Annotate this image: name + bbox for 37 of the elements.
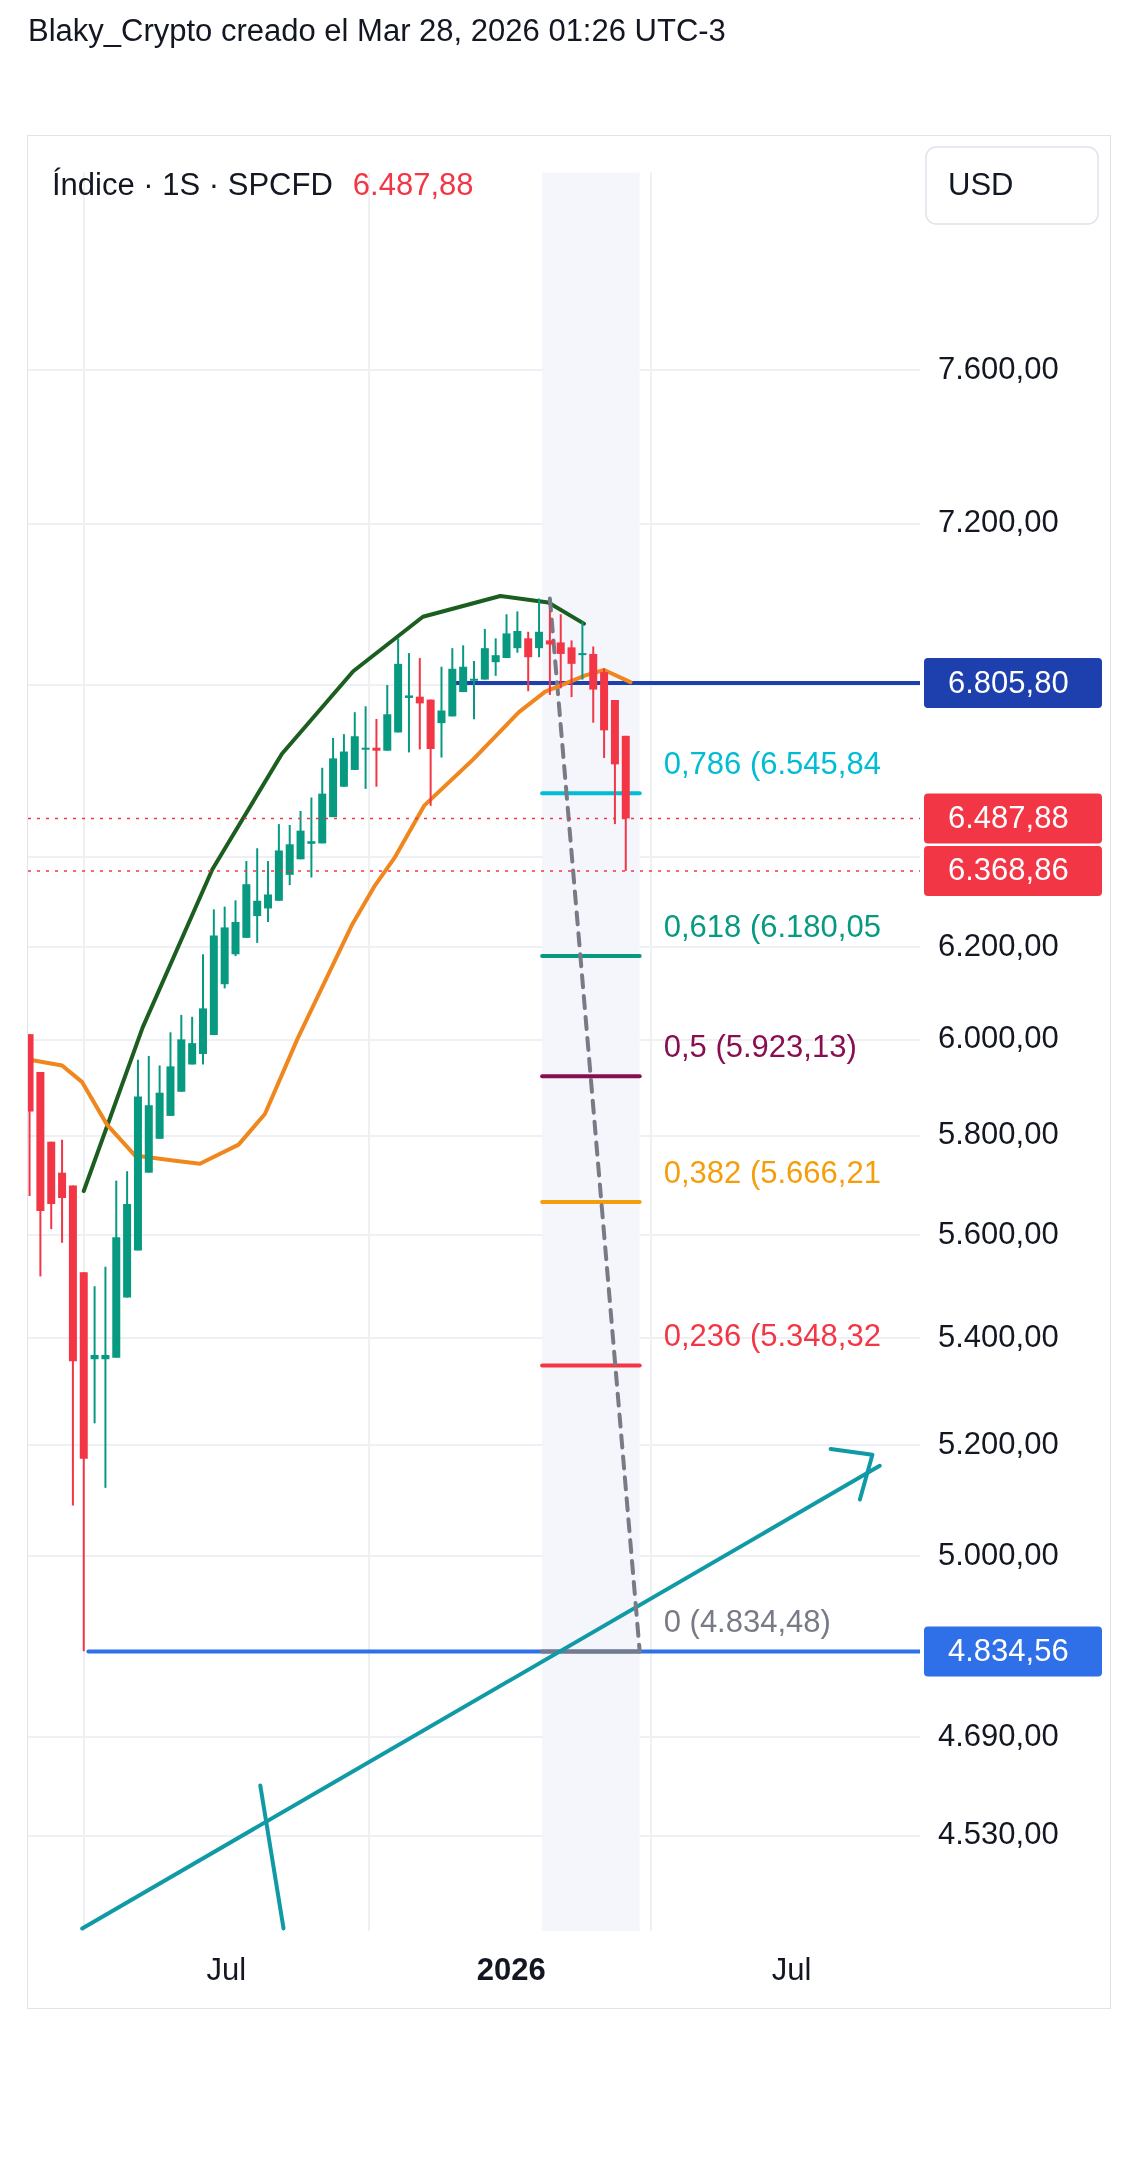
candlestick <box>101 1266 110 1488</box>
series-label: 0,786 (6.545,84 <box>663 746 881 782</box>
y-tick-label: 5.600,00 <box>938 1215 1059 1251</box>
y-tick-label: 4.530,00 <box>938 1816 1059 1852</box>
series-label: 6.805,80 <box>948 664 1069 700</box>
ref-line-label: 6.487,88 <box>948 800 1069 836</box>
y-tick-label: 4.690,00 <box>938 1717 1059 1753</box>
text: USD <box>948 166 1014 202</box>
series-label: 0,618 (6.180,05 <box>663 909 881 945</box>
chart-subtitle: 6.487,88 <box>352 166 474 202</box>
candlestick <box>578 621 587 680</box>
candlestick <box>404 653 413 753</box>
candlestick <box>361 706 370 789</box>
candlestick <box>372 718 381 787</box>
series-label: 0,5 (5.923,13) <box>663 1029 857 1065</box>
y-tick-label: 5.400,00 <box>938 1318 1059 1354</box>
text: Blaky_Crypto creado el Mar 28, 2026 01:26 UTC-3 <box>28 12 727 49</box>
y-tick-label: 7.600,00 <box>938 351 1059 386</box>
chart-title: Índice · 1S · SPCFD <box>52 166 333 202</box>
y-tick-label: 6.200,00 <box>938 927 1059 963</box>
candlestick <box>470 660 478 720</box>
x-tick-label: Jul <box>206 1952 247 1988</box>
candlestick <box>307 797 316 878</box>
series-label: 0,382 (5.666,21 <box>663 1154 881 1190</box>
y-tick-label: 6.000,00 <box>938 1020 1059 1056</box>
x-tick-label: 2026 <box>476 1952 546 1988</box>
y-tick-label: 5.200,00 <box>938 1425 1059 1461</box>
y-tick-label: 5.800,00 <box>938 1116 1059 1152</box>
candlestick <box>545 610 554 695</box>
candlestick <box>90 1286 99 1424</box>
series-label: 0 (4.834,48) <box>663 1604 831 1640</box>
x-tick-label: Jul <box>771 1952 812 1988</box>
y-tick-label: 7.200,00 <box>938 504 1059 540</box>
ref-line-label: 6.368,86 <box>948 852 1069 888</box>
y-tick-label: 5.000,00 <box>938 1536 1059 1572</box>
series-label: 4.834,56 <box>948 1632 1069 1668</box>
series-label: 0,236 (5.348,32 <box>663 1318 881 1354</box>
